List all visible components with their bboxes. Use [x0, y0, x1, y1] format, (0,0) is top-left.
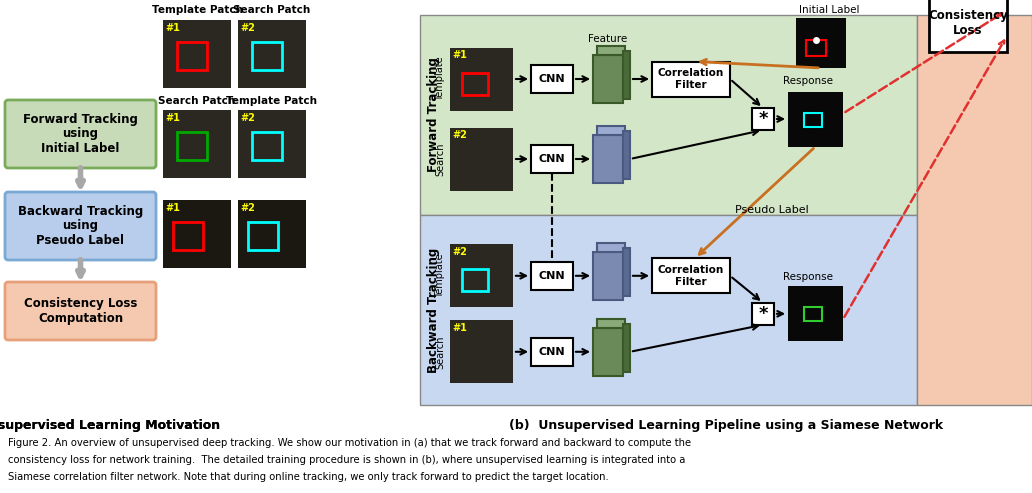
FancyBboxPatch shape — [5, 100, 156, 168]
Bar — [238, 110, 307, 178]
Bar — [788, 92, 843, 146]
Bar — [623, 248, 630, 296]
Bar — [623, 324, 630, 372]
Bar — [593, 252, 623, 300]
Text: #2: #2 — [452, 247, 466, 257]
Bar — [796, 18, 846, 68]
Text: Backward Tracking
using
Pseudo Label: Backward Tracking using Pseudo Label — [18, 205, 143, 247]
Bar — [178, 132, 207, 160]
Text: Search: Search — [436, 142, 445, 176]
Bar — [917, 15, 1032, 405]
Text: Figure 2. An overview of unsupervised deep tracking. We show our motivation in (: Figure 2. An overview of unsupervised de… — [8, 438, 691, 448]
Bar — [462, 269, 488, 291]
Bar — [248, 222, 278, 250]
Text: Template Patch: Template Patch — [152, 5, 243, 15]
Text: Consistency
Loss: Consistency Loss — [928, 9, 1008, 37]
Text: Search: Search — [436, 335, 445, 369]
Bar — [788, 286, 843, 341]
Bar — [593, 135, 623, 183]
Text: Template: Template — [436, 57, 445, 102]
Bar — [929, 0, 1007, 52]
Text: Search Patch: Search Patch — [233, 5, 311, 15]
Bar — [806, 40, 826, 56]
Text: CNN: CNN — [539, 154, 566, 164]
Bar — [462, 72, 488, 95]
Text: Initial Label: Initial Label — [799, 5, 860, 15]
Bar — [593, 55, 623, 103]
Bar — [652, 258, 730, 293]
Bar — [238, 200, 307, 268]
Bar — [252, 42, 282, 70]
Text: Response: Response — [782, 272, 833, 282]
Bar — [238, 20, 307, 88]
Bar — [652, 62, 730, 97]
Bar — [450, 245, 513, 307]
Bar — [531, 145, 573, 173]
Bar — [420, 215, 917, 405]
Text: #2: #2 — [240, 203, 255, 213]
Bar — [804, 112, 823, 127]
Text: (a)  Unsupervised Learning Motivation: (a) Unsupervised Learning Motivation — [0, 419, 221, 431]
Text: Consistency Loss
Computation: Consistency Loss Computation — [24, 297, 137, 325]
Text: #1: #1 — [165, 203, 180, 213]
Text: #1: #1 — [452, 323, 466, 333]
Text: Correlation
Filter: Correlation Filter — [657, 68, 724, 90]
Bar — [623, 131, 630, 179]
Bar — [531, 338, 573, 366]
Bar — [163, 200, 231, 268]
Bar — [531, 262, 573, 290]
Bar — [173, 222, 203, 250]
Text: Template Patch: Template Patch — [226, 96, 318, 106]
Text: Correlation
Filter: Correlation Filter — [657, 265, 724, 286]
Text: #1: #1 — [452, 50, 466, 61]
Bar — [420, 15, 917, 215]
Bar — [596, 243, 625, 252]
Text: CNN: CNN — [539, 347, 566, 357]
Bar — [596, 319, 625, 328]
Text: CNN: CNN — [539, 74, 566, 84]
Bar — [450, 320, 513, 383]
Text: Siamese correlation filter network. Note that during online tracking, we only tr: Siamese correlation filter network. Note… — [8, 472, 609, 482]
Text: Backward Tracking: Backward Tracking — [427, 247, 441, 373]
Bar — [178, 42, 207, 70]
Text: (a)  Unsupervised Learning Motivation: (a) Unsupervised Learning Motivation — [0, 419, 221, 431]
Bar — [252, 132, 282, 160]
Text: #2: #2 — [240, 23, 255, 33]
Bar — [593, 328, 623, 376]
Text: #1: #1 — [165, 23, 180, 33]
Text: Search Patch: Search Patch — [158, 96, 235, 106]
FancyBboxPatch shape — [5, 282, 156, 340]
Text: *: * — [759, 110, 768, 128]
Text: CNN: CNN — [539, 271, 566, 281]
Bar — [596, 126, 625, 135]
Text: Response: Response — [782, 76, 833, 86]
Text: (b)  Unsupervised Learning Pipeline using a Siamese Network: (b) Unsupervised Learning Pipeline using… — [509, 419, 943, 431]
Text: Template: Template — [436, 253, 445, 298]
Bar — [623, 51, 630, 99]
Text: Forward Tracking
using
Initial Label: Forward Tracking using Initial Label — [23, 112, 138, 155]
Bar — [752, 108, 774, 130]
FancyBboxPatch shape — [5, 192, 156, 260]
Bar — [163, 110, 231, 178]
Text: *: * — [759, 305, 768, 323]
Bar — [531, 65, 573, 93]
Bar — [752, 303, 774, 325]
Text: Feature: Feature — [588, 34, 627, 44]
Bar — [450, 47, 513, 110]
Text: Pseudo Label: Pseudo Label — [735, 205, 809, 215]
Bar — [804, 307, 823, 321]
Bar — [450, 128, 513, 190]
Text: #1: #1 — [165, 113, 180, 123]
Text: Forward Tracking: Forward Tracking — [427, 58, 441, 173]
Bar — [163, 20, 231, 88]
Text: #2: #2 — [452, 131, 466, 141]
Text: consistency loss for network training.  The detailed training procedure is shown: consistency loss for network training. T… — [8, 455, 685, 465]
Text: #2: #2 — [240, 113, 255, 123]
Bar — [596, 46, 625, 55]
